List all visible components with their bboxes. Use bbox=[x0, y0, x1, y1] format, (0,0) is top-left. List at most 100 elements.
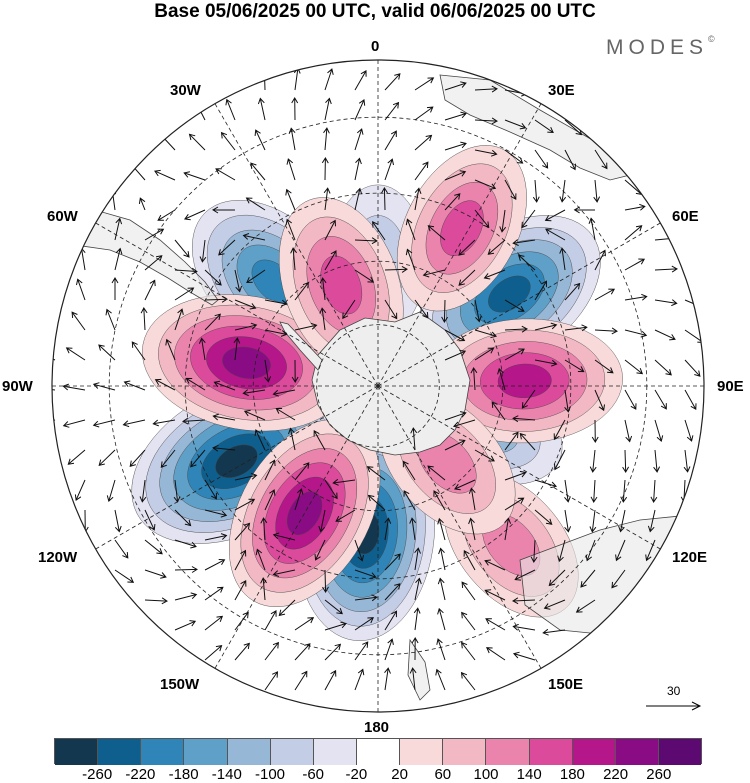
wind-arrow bbox=[242, 233, 266, 241]
wind-arrow bbox=[234, 299, 257, 310]
wind-arrow bbox=[114, 569, 135, 583]
wind-arrow bbox=[512, 415, 536, 423]
wind-arrow bbox=[433, 490, 446, 511]
wind-arrow bbox=[354, 668, 365, 691]
wind-arrow bbox=[534, 119, 554, 134]
wind-arrow bbox=[285, 188, 296, 211]
wind-arrow bbox=[384, 610, 398, 631]
wind-arrow bbox=[591, 419, 599, 443]
wind-arrow bbox=[410, 427, 418, 451]
wind-arrow bbox=[532, 179, 540, 203]
wind-arrow bbox=[212, 444, 236, 452]
wind-arrow bbox=[559, 247, 567, 271]
wind-arrow bbox=[157, 209, 176, 221]
wind-vectors bbox=[52, 67, 704, 691]
wind-arrow bbox=[470, 367, 478, 391]
wind-arrow bbox=[144, 539, 163, 555]
wind-arrow bbox=[544, 209, 566, 222]
south-america-landmass bbox=[59, 209, 219, 306]
wind-arrow bbox=[354, 569, 377, 579]
wind-arrow bbox=[74, 479, 86, 501]
wind-arrow bbox=[367, 494, 386, 511]
wind-arrow bbox=[414, 106, 434, 121]
wind-arrow bbox=[485, 618, 506, 631]
wind-arrow bbox=[204, 533, 228, 541]
lon-label-30e: 30E bbox=[548, 82, 575, 99]
wind-arrow bbox=[594, 288, 616, 301]
wind-arrow bbox=[354, 70, 367, 91]
wind-arrow bbox=[384, 265, 408, 273]
wind-arrow bbox=[204, 586, 224, 601]
wind-arrow bbox=[190, 449, 206, 468]
wind-arrow bbox=[486, 647, 506, 661]
wind-arrow bbox=[564, 324, 588, 332]
wind-arrow bbox=[474, 179, 497, 190]
wind-arrow bbox=[324, 97, 332, 121]
wind-arrow bbox=[461, 581, 476, 601]
wind-arrow bbox=[548, 569, 566, 587]
wind-arrow bbox=[144, 228, 165, 241]
wind-arrow bbox=[444, 111, 467, 121]
wind-arrow bbox=[152, 419, 176, 427]
wind-arrow bbox=[504, 497, 525, 511]
wind-arrow bbox=[160, 449, 176, 468]
wind-arrow bbox=[461, 611, 476, 631]
wind-arrow bbox=[294, 281, 309, 301]
wind-arrow bbox=[234, 322, 258, 331]
colorbar-tick-label: 220 bbox=[603, 766, 629, 783]
wind-arrow bbox=[384, 73, 401, 91]
wind-arrow bbox=[409, 517, 417, 541]
wind-arrow bbox=[463, 549, 476, 571]
wind-arrow bbox=[154, 169, 176, 181]
wind-arrow bbox=[437, 607, 446, 631]
wind-arrow bbox=[204, 295, 228, 303]
wind-arrow bbox=[294, 488, 304, 511]
wind-arrow bbox=[624, 225, 643, 241]
wind-arrow bbox=[324, 643, 342, 661]
wind-arrow bbox=[444, 411, 467, 421]
wind-arrow bbox=[557, 539, 566, 563]
wind-arrow bbox=[354, 641, 369, 661]
brand-logo: MODES© bbox=[606, 34, 715, 60]
wind-arrow bbox=[460, 671, 476, 691]
wind-arrow bbox=[435, 668, 446, 691]
wind-arrow bbox=[313, 429, 326, 451]
meridian-line bbox=[377, 385, 542, 669]
colorbar-swatch bbox=[270, 739, 314, 765]
colorbar-tick-label: 20 bbox=[391, 766, 408, 783]
wind-arrow bbox=[354, 617, 374, 631]
wind-arrow bbox=[468, 487, 476, 511]
brand-name: MODES bbox=[606, 36, 709, 59]
wind-arrow bbox=[174, 267, 198, 275]
wind-arrow bbox=[294, 643, 311, 661]
wind-arrow bbox=[234, 579, 247, 601]
wind-arrow bbox=[474, 329, 498, 339]
wind-arrow bbox=[512, 651, 536, 661]
wind-arrow bbox=[220, 131, 236, 151]
wind-arrow bbox=[504, 299, 525, 312]
wind-arrow bbox=[620, 479, 628, 503]
wind-arrow bbox=[234, 269, 243, 293]
wind-arrow bbox=[564, 359, 585, 373]
wind-arrow bbox=[144, 279, 156, 301]
wind-arrow bbox=[484, 559, 506, 571]
wind-arrow bbox=[444, 170, 467, 181]
wind-arrow bbox=[647, 509, 656, 533]
wind-arrow bbox=[491, 401, 506, 421]
wind-arrow bbox=[590, 479, 598, 503]
wind-arrow bbox=[461, 641, 476, 661]
lon-label-60w: 60W bbox=[47, 208, 78, 225]
wind-arrow bbox=[504, 149, 524, 164]
wind-arrow bbox=[264, 489, 276, 511]
colorbar-swatch bbox=[141, 739, 185, 765]
wind-arrow bbox=[542, 628, 566, 636]
polar-map bbox=[51, 59, 705, 713]
wind-arrow bbox=[589, 449, 597, 473]
wind-arrow bbox=[188, 133, 206, 151]
wind-arrow bbox=[444, 81, 467, 91]
wind-arrow bbox=[204, 559, 226, 571]
wind-arrow bbox=[174, 620, 197, 631]
wind-arrow bbox=[92, 382, 116, 391]
lon-label-150w: 150W bbox=[160, 676, 200, 693]
wind-arrow bbox=[474, 117, 498, 125]
